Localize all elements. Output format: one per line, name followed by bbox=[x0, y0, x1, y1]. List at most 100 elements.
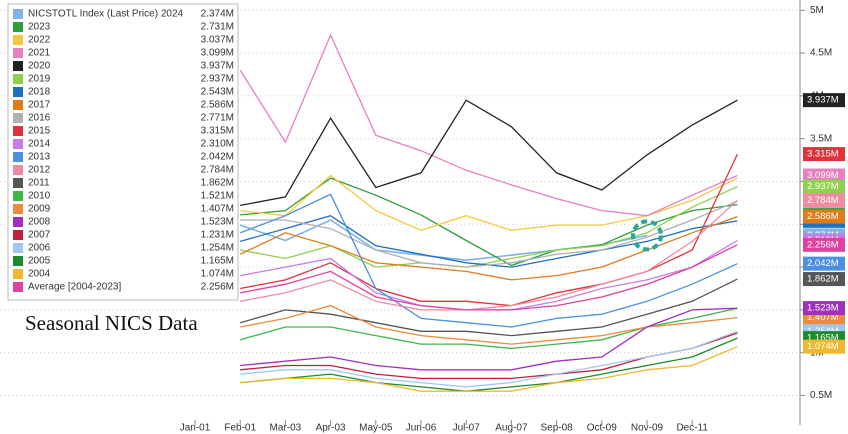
legend-value: 1.074M bbox=[201, 269, 234, 280]
legend-swatch bbox=[13, 74, 23, 84]
legend-swatch bbox=[13, 204, 23, 214]
x-tick-label: Oct-09 bbox=[587, 423, 617, 434]
legend-label: 2015 bbox=[28, 126, 51, 137]
legend-label: 2021 bbox=[28, 48, 51, 59]
value-tag-bg bbox=[803, 179, 845, 194]
value-tag: 3.937M bbox=[807, 95, 839, 106]
legend-label: 2011 bbox=[28, 178, 50, 189]
legend-swatch bbox=[13, 126, 23, 136]
legend-value: 1.523M bbox=[201, 217, 234, 228]
legend-swatch bbox=[13, 165, 23, 175]
legend-swatch bbox=[13, 87, 23, 97]
value-tag-bg bbox=[803, 256, 845, 271]
legend-swatch bbox=[13, 217, 23, 227]
x-tick-label: Dec-11 bbox=[676, 423, 708, 434]
value-tag-bg bbox=[803, 168, 845, 183]
value-tag-bg bbox=[803, 272, 845, 287]
value-tags: 2.374M2.731M3.037M3.099M3.937M2.937M2.54… bbox=[803, 93, 845, 354]
x-tick-label: May-05 bbox=[359, 423, 393, 434]
legend-value: 2.771M bbox=[201, 113, 234, 124]
y-tick-label: 3.5M bbox=[810, 133, 832, 144]
legend-value: 2.731M bbox=[201, 22, 234, 33]
legend-swatch bbox=[13, 178, 23, 188]
highlight-ring bbox=[631, 219, 663, 252]
legend-label: 2017 bbox=[28, 100, 51, 111]
legend-value: 3.037M bbox=[201, 35, 234, 46]
legend-swatch bbox=[13, 230, 23, 240]
legend-label: 2023 bbox=[28, 22, 51, 33]
lines bbox=[239, 33, 738, 392]
value-tag-bg bbox=[803, 237, 845, 252]
series-line bbox=[240, 304, 738, 345]
legend-box bbox=[7, 3, 239, 301]
x-tick-label: Jan-01 bbox=[180, 423, 211, 434]
legend-label: 2010 bbox=[28, 191, 51, 202]
chart-title: Seasonal NICS Data bbox=[25, 311, 198, 335]
legend-swatch bbox=[13, 139, 23, 149]
legend: NICSTOTL Index (Last Price) 2024 2.374M 20… bbox=[13, 9, 234, 293]
x-tick-label: Jun-06 bbox=[406, 423, 437, 434]
legend-label: 2020 bbox=[28, 61, 51, 72]
value-tag: 2.042M bbox=[807, 258, 839, 269]
legend-value: 2.374M bbox=[201, 9, 234, 20]
x-tick-label: Jul-07 bbox=[453, 423, 481, 434]
legend-value: 2.586M bbox=[201, 100, 234, 111]
series-line bbox=[240, 186, 738, 268]
series-line bbox=[240, 307, 738, 350]
x-tick-label: Mar-03 bbox=[270, 423, 302, 434]
value-tag-bg bbox=[803, 193, 845, 208]
legend-value: 1.521M bbox=[201, 191, 234, 202]
series-line bbox=[240, 346, 738, 392]
series-line bbox=[240, 278, 738, 337]
legend-swatch bbox=[13, 61, 23, 71]
series-line bbox=[240, 99, 738, 207]
series-line bbox=[240, 200, 738, 268]
value-tag: 3.099M bbox=[807, 170, 839, 181]
legend-value: 3.315M bbox=[201, 126, 234, 137]
x-tick-label: Nov-09 bbox=[631, 423, 664, 434]
legend-swatch bbox=[13, 22, 23, 32]
legend-value: 2.042M bbox=[201, 152, 234, 163]
series-line bbox=[240, 330, 738, 388]
value-tag-bg bbox=[803, 209, 845, 224]
value-tag: 2.784M bbox=[807, 195, 839, 206]
value-tag-bg bbox=[803, 301, 845, 316]
value-tag-bg bbox=[803, 93, 845, 108]
value-tag-bg bbox=[803, 339, 845, 354]
legend-label: 2009 bbox=[28, 204, 51, 215]
value-tag: 2.256M bbox=[807, 239, 839, 250]
legend-swatch bbox=[13, 9, 23, 19]
series-line bbox=[240, 244, 738, 311]
legend-swatch bbox=[13, 35, 23, 45]
legend-value: 3.937M bbox=[201, 61, 234, 72]
legend-swatch bbox=[13, 113, 23, 123]
y-tick-label: 5M bbox=[810, 5, 824, 16]
legend-swatch bbox=[13, 256, 23, 266]
y-tick-label: 4.5M bbox=[810, 48, 832, 59]
legend-label: NICSTOTL Index (Last Price) 2024 bbox=[28, 9, 184, 20]
legend-swatch bbox=[13, 100, 23, 110]
legend-label: 2004 bbox=[28, 269, 51, 280]
series-line bbox=[240, 307, 738, 371]
legend-value: 1.231M bbox=[201, 230, 234, 241]
legend-swatch bbox=[13, 191, 23, 201]
y-tick-label: 0.5M bbox=[810, 390, 832, 401]
series-line bbox=[239, 193, 738, 328]
legend-label: 2007 bbox=[28, 230, 51, 241]
value-tag: 1.407M bbox=[807, 312, 839, 323]
legend-label: 2014 bbox=[28, 139, 51, 150]
legend-label: 2008 bbox=[28, 217, 51, 228]
legend-swatch bbox=[13, 243, 23, 253]
legend-value: 3.099M bbox=[201, 48, 234, 59]
x-tick-label: Apr-03 bbox=[316, 423, 346, 434]
legend-swatch bbox=[13, 152, 23, 162]
value-tag: 1.523M bbox=[807, 303, 839, 314]
value-tag: 1.862M bbox=[807, 274, 839, 285]
legend-value: 2.543M bbox=[201, 87, 234, 98]
legend-label: 2005 bbox=[28, 256, 51, 267]
value-tag: 3.315M bbox=[807, 149, 839, 160]
value-tag: 1.074M bbox=[807, 341, 839, 352]
value-tag-bg bbox=[803, 147, 845, 162]
legend-value: 2.256M bbox=[201, 282, 234, 293]
